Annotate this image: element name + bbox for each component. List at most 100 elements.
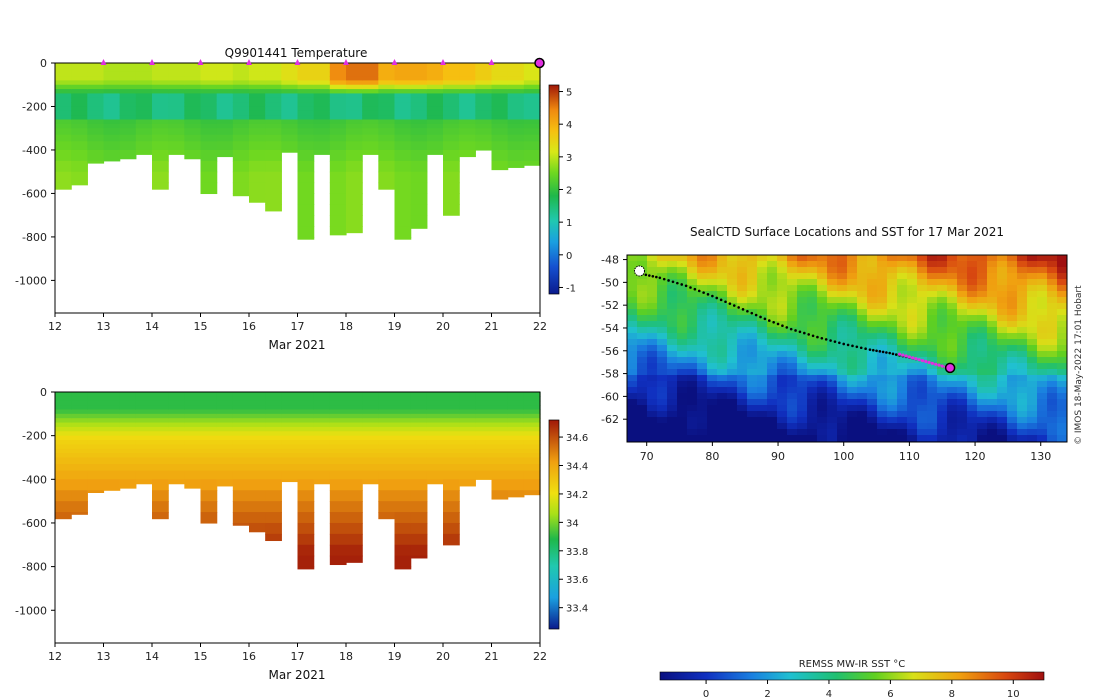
sst-cell bbox=[897, 297, 908, 304]
section-cell bbox=[152, 448, 169, 454]
sst-cell bbox=[727, 297, 738, 304]
section-cell bbox=[394, 418, 412, 424]
section-cell bbox=[103, 110, 121, 116]
sst-cell bbox=[657, 345, 668, 352]
section-cell bbox=[329, 141, 347, 151]
section-cell bbox=[216, 71, 234, 77]
profile-markers bbox=[100, 57, 545, 69]
sst-cell bbox=[747, 321, 758, 328]
section-cell bbox=[491, 409, 509, 415]
section-cell bbox=[103, 123, 121, 129]
sst-cell bbox=[637, 297, 648, 304]
sst-cell bbox=[747, 255, 758, 262]
sst-cell bbox=[747, 261, 758, 268]
section-cell bbox=[249, 123, 266, 129]
section-cell bbox=[103, 426, 121, 432]
sst-cell bbox=[797, 411, 808, 418]
sst-cell bbox=[787, 303, 798, 310]
section-cell bbox=[249, 97, 266, 103]
section-cell bbox=[459, 464, 476, 472]
sst-cell bbox=[897, 303, 908, 310]
section-cell bbox=[184, 418, 202, 424]
section-cell bbox=[313, 76, 331, 81]
sst-cell bbox=[1017, 435, 1028, 442]
section-cell bbox=[394, 522, 412, 535]
sst-cell bbox=[647, 369, 658, 376]
sst-cell bbox=[927, 369, 938, 376]
section-cell bbox=[168, 435, 185, 441]
section-cell bbox=[297, 544, 315, 557]
section-cell bbox=[507, 84, 525, 90]
section-cell bbox=[491, 457, 509, 465]
section-cell bbox=[200, 431, 218, 437]
sst-cell bbox=[677, 339, 688, 346]
sst-cell bbox=[1007, 309, 1018, 316]
section-cell bbox=[443, 97, 460, 103]
sst-cell bbox=[707, 327, 718, 334]
section-cell bbox=[410, 128, 428, 136]
section-cell bbox=[443, 512, 460, 524]
section-cell bbox=[378, 448, 396, 454]
sst-cell bbox=[987, 279, 998, 286]
section-cell bbox=[152, 431, 169, 437]
sst-cell bbox=[677, 261, 688, 268]
sst-cell bbox=[697, 417, 708, 424]
sst-cell bbox=[757, 369, 768, 376]
section-cell bbox=[507, 470, 525, 480]
sst-cell bbox=[847, 339, 858, 346]
sst-cell bbox=[917, 339, 928, 346]
section-cell bbox=[168, 422, 185, 428]
sst-cell bbox=[817, 375, 828, 382]
section-cell bbox=[55, 444, 72, 450]
sst-cell bbox=[747, 345, 758, 352]
sst-cell bbox=[1007, 327, 1018, 334]
sst-cell bbox=[727, 309, 738, 316]
sst-cell bbox=[787, 405, 798, 412]
section-cell bbox=[313, 444, 331, 450]
section-cell bbox=[523, 93, 541, 99]
section-cell bbox=[507, 464, 525, 472]
sst-cell bbox=[1057, 255, 1067, 262]
sst-cell bbox=[817, 285, 828, 292]
x-tick-label: 21 bbox=[485, 650, 499, 663]
section-cell bbox=[313, 115, 331, 121]
map-x-tick-label: 90 bbox=[771, 450, 785, 463]
sst-cell bbox=[717, 303, 728, 310]
sst-cell bbox=[947, 279, 958, 286]
colorbar-tick-label: 1 bbox=[566, 218, 572, 229]
sst-cell bbox=[667, 405, 678, 412]
section-cell bbox=[297, 418, 315, 424]
section-cell bbox=[523, 67, 541, 73]
section-cell bbox=[152, 512, 169, 520]
sst-cell bbox=[857, 351, 868, 358]
section-cell bbox=[346, 76, 363, 81]
section-cell bbox=[249, 418, 266, 424]
section-cell bbox=[297, 448, 315, 454]
track-point bbox=[711, 294, 714, 298]
sst-cell bbox=[987, 285, 998, 292]
temperature-panel: Q9901441 Temperature 12 13 14 15 16 17 18 19 20 2… bbox=[15, 46, 576, 352]
section-cell bbox=[184, 400, 202, 406]
sst-cell bbox=[747, 273, 758, 280]
section-cell bbox=[200, 418, 218, 424]
section-cell bbox=[103, 128, 121, 136]
track-point bbox=[789, 327, 793, 331]
sst-cell bbox=[937, 321, 948, 328]
section-cell bbox=[135, 405, 153, 411]
section-cell bbox=[135, 134, 153, 142]
sst-cell bbox=[927, 261, 938, 268]
section-cell bbox=[216, 76, 234, 81]
profile-marker bbox=[343, 59, 349, 65]
sst-cell bbox=[817, 351, 828, 358]
sst-cell bbox=[707, 387, 718, 394]
track-point bbox=[754, 313, 758, 317]
sst-cell bbox=[1037, 387, 1048, 394]
sst-cell bbox=[877, 351, 888, 358]
sst-cell bbox=[987, 267, 998, 274]
section-cell bbox=[507, 405, 525, 411]
track-point bbox=[807, 333, 810, 336]
sst-cell bbox=[987, 357, 998, 364]
sst-cell bbox=[867, 423, 878, 430]
section-cell bbox=[475, 128, 493, 136]
